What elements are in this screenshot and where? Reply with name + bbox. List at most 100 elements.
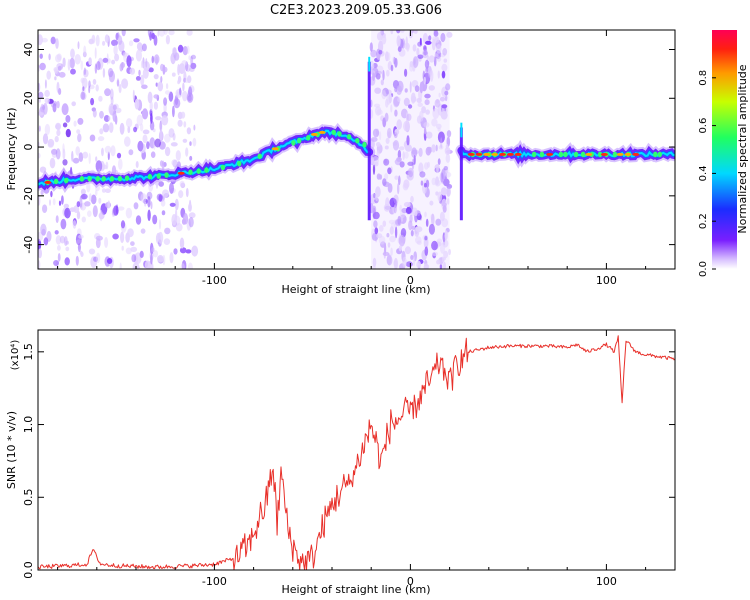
noise-speckle	[431, 118, 438, 127]
noise-speckle	[132, 89, 135, 102]
noise-speckle	[160, 63, 164, 72]
noise-speckle	[404, 88, 408, 93]
noise-speckle	[78, 152, 84, 163]
noise-speckle	[425, 131, 433, 139]
noise-speckle	[38, 248, 42, 259]
noise-speckle	[442, 48, 448, 56]
noise-speckle	[144, 260, 151, 269]
noise-speckle	[148, 67, 154, 73]
noise-speckle	[147, 196, 151, 208]
signal-peak	[204, 167, 209, 173]
noise-speckle	[393, 194, 399, 205]
noise-speckle	[424, 246, 429, 256]
noise-speckle	[158, 30, 166, 37]
noise-speckle	[44, 123, 51, 136]
noise-speckle	[425, 218, 429, 227]
noise-speckle	[152, 214, 158, 225]
noise-speckle	[82, 151, 89, 159]
noise-speckle	[440, 32, 446, 43]
noise-speckle	[448, 248, 451, 256]
noise-speckle	[405, 144, 412, 152]
noise-speckle	[179, 247, 187, 254]
noise-speckle	[88, 152, 91, 165]
noise-speckle	[372, 128, 380, 138]
noise-speckle	[55, 38, 59, 49]
noise-speckle	[388, 219, 395, 225]
noise-speckle	[443, 178, 450, 187]
noise-speckle	[423, 263, 429, 269]
noise-speckle	[71, 101, 76, 107]
signal-peak-hot	[616, 152, 624, 156]
noise-speckle	[140, 228, 146, 234]
noise-speckle	[38, 152, 41, 159]
noise-speckle	[42, 133, 49, 145]
noise-speckle	[386, 127, 392, 139]
signal-peak-hot	[506, 152, 514, 156]
noise-speckle	[62, 159, 68, 166]
colorbar-tick-label: 0.6	[698, 118, 709, 134]
noise-speckle	[131, 254, 137, 263]
noise-speckle	[168, 30, 175, 36]
noise-speckle	[96, 252, 101, 264]
noise-speckle	[157, 30, 160, 37]
noise-speckle	[383, 203, 391, 212]
noise-speckle	[117, 206, 125, 211]
noise-speckle	[125, 207, 133, 219]
y-tick-label: -20	[22, 187, 35, 205]
noise-speckle	[104, 188, 111, 193]
noise-speckle	[55, 54, 62, 63]
noise-speckle	[414, 85, 420, 92]
noise-speckle	[192, 137, 197, 147]
noise-speckle	[97, 57, 104, 70]
noise-speckle	[436, 56, 442, 62]
noise-speckle	[120, 231, 125, 244]
noise-speckle	[38, 125, 41, 132]
noise-speckle	[61, 195, 64, 205]
noise-speckle	[77, 117, 84, 125]
noise-speckle	[107, 67, 114, 78]
x-tick-label: -100	[202, 274, 227, 287]
noise-speckle	[175, 223, 183, 232]
noise-speckle	[173, 98, 181, 109]
noise-speckle	[84, 201, 91, 207]
noise-speckle	[175, 88, 183, 98]
noise-speckle	[375, 186, 381, 198]
noise-speckle	[169, 202, 176, 207]
noise-speckle	[179, 180, 185, 187]
noise-speckle	[439, 96, 446, 102]
noise-speckle	[406, 135, 410, 146]
noise-speckle	[130, 241, 135, 247]
noise-speckle	[169, 252, 174, 264]
noise-speckle	[397, 97, 401, 103]
noise-speckle	[62, 57, 66, 68]
noise-speckle	[51, 148, 58, 155]
signal-peak	[653, 151, 658, 158]
x-tick-label: 100	[596, 575, 617, 588]
noise-speckle	[179, 237, 185, 249]
noise-speckle	[176, 91, 179, 97]
noise-speckle	[64, 257, 70, 266]
noise-speckle	[190, 62, 197, 70]
noise-speckle	[411, 30, 414, 34]
noise-speckle	[372, 72, 375, 82]
noise-speckle	[397, 215, 401, 226]
noise-speckle	[141, 43, 147, 52]
colorbar-tick-label: 0.4	[698, 165, 709, 181]
noise-speckle	[44, 97, 50, 104]
noise-speckle	[371, 193, 377, 201]
noise-speckle	[406, 171, 414, 181]
signal-peak-hot	[467, 152, 475, 156]
colorbar-gradient	[712, 30, 737, 269]
noise-speckle	[88, 80, 91, 88]
signal-peak	[117, 175, 123, 182]
noise-speckle	[404, 68, 408, 77]
noise-speckle	[425, 109, 430, 115]
noise-speckle	[134, 98, 140, 110]
noise-speckle	[108, 58, 111, 64]
noise-speckle	[38, 34, 43, 46]
noise-speckle	[431, 251, 438, 257]
noise-speckle	[71, 150, 74, 162]
noise-speckle	[440, 111, 448, 120]
noise-speckle	[394, 57, 398, 68]
noise-speckle	[140, 193, 147, 203]
